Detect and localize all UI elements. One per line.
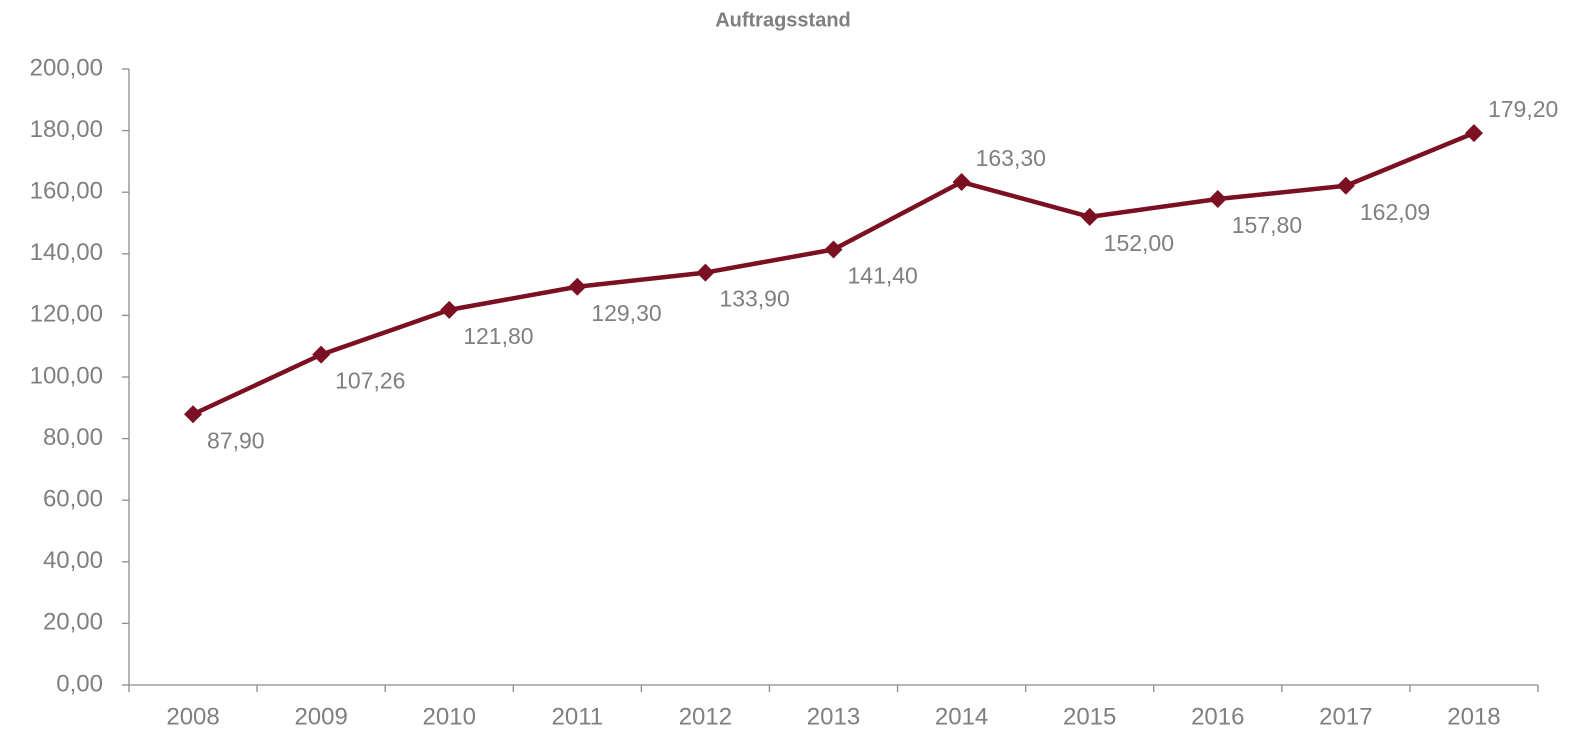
y-tick-label: 140,00 xyxy=(30,239,103,266)
data-label: 179,20 xyxy=(1488,96,1558,122)
marker xyxy=(1208,189,1227,208)
x-tick-label: 2013 xyxy=(807,703,860,730)
y-tick-label: 0,00 xyxy=(56,670,103,697)
data-label: 157,80 xyxy=(1232,212,1302,238)
x-tick-label: 2008 xyxy=(166,703,219,730)
y-tick-label: 100,00 xyxy=(30,362,103,389)
marker xyxy=(1464,124,1483,143)
marker xyxy=(824,240,843,259)
data-label: 152,00 xyxy=(1104,230,1174,256)
data-label: 141,40 xyxy=(848,263,918,289)
data-label: 107,26 xyxy=(335,368,405,394)
marker xyxy=(440,300,459,319)
y-tick-label: 20,00 xyxy=(43,609,103,636)
x-tick-label: 2010 xyxy=(423,703,476,730)
marker xyxy=(568,277,587,296)
y-tick-label: 80,00 xyxy=(43,424,103,451)
x-tick-label: 2014 xyxy=(935,703,988,730)
marker xyxy=(696,263,715,282)
data-label: 87,90 xyxy=(207,427,265,453)
marker xyxy=(312,345,331,364)
data-label: 163,30 xyxy=(976,145,1046,171)
y-tick-label: 120,00 xyxy=(30,301,103,328)
x-tick-label: 2009 xyxy=(294,703,347,730)
x-tick-label: 2011 xyxy=(552,703,604,730)
x-tick-label: 2017 xyxy=(1319,703,1372,730)
marker xyxy=(184,405,203,424)
data-label: 162,09 xyxy=(1360,199,1430,225)
x-tick-label: 2016 xyxy=(1191,703,1244,730)
marker xyxy=(952,173,971,192)
data-label: 133,90 xyxy=(719,286,789,312)
data-label: 121,80 xyxy=(463,323,533,349)
y-tick-label: 160,00 xyxy=(30,178,103,205)
chart-title: Auftragsstand xyxy=(715,9,851,31)
y-tick-label: 180,00 xyxy=(30,116,103,143)
x-tick-label: 2018 xyxy=(1447,703,1500,730)
y-tick-label: 60,00 xyxy=(43,486,103,513)
x-tick-label: 2015 xyxy=(1063,703,1116,730)
marker xyxy=(1336,176,1355,195)
y-tick-label: 40,00 xyxy=(43,547,103,574)
y-tick-label: 200,00 xyxy=(30,54,103,81)
data-label: 129,30 xyxy=(591,300,661,326)
marker xyxy=(1080,207,1099,226)
x-tick-label: 2012 xyxy=(679,703,732,730)
